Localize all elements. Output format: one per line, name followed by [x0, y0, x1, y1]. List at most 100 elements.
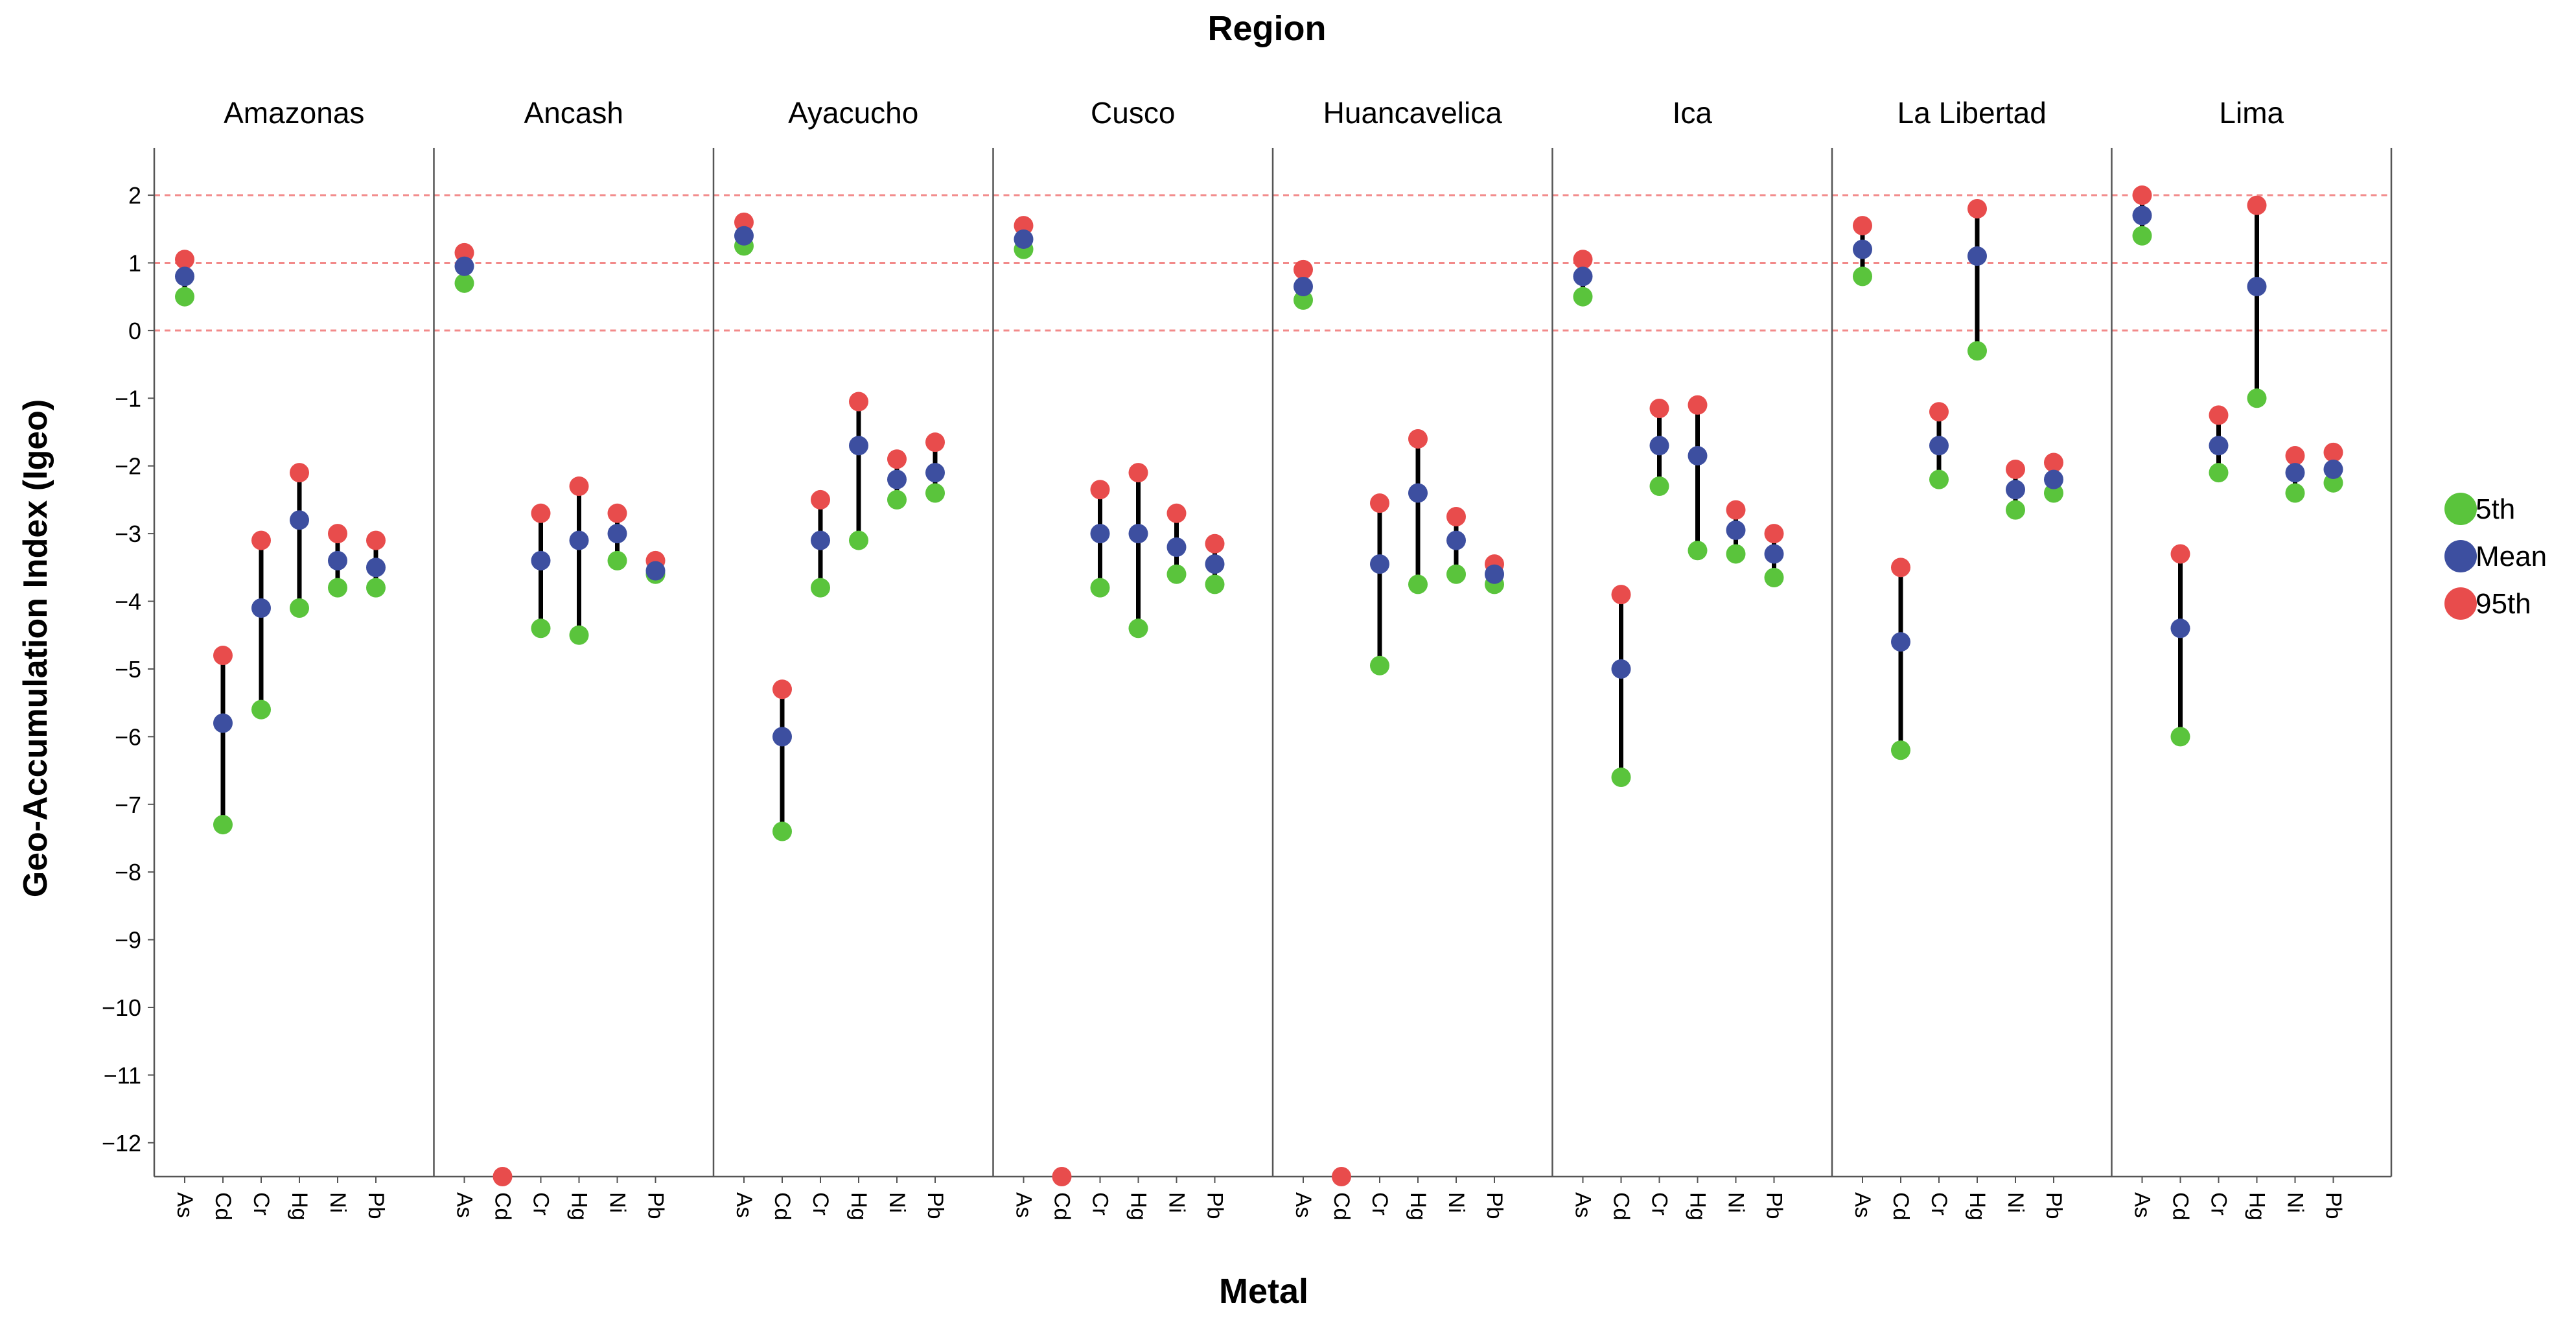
x-tick-label: Hg [1126, 1192, 1151, 1220]
x-tick-label: Pb [1762, 1192, 1787, 1219]
point-5th [772, 821, 792, 841]
point-mean [2132, 206, 2152, 226]
legend-label: 95th [2476, 588, 2531, 620]
point-5th [213, 815, 233, 835]
x-tick-label: Ni [605, 1192, 630, 1213]
x-tick-label: Cd [2168, 1192, 2193, 1220]
x-tick-label: Pb [644, 1192, 668, 1219]
point-mean [811, 530, 830, 550]
panel-lima: Lima As Cd Cr Hg Ni Pb [2111, 96, 2393, 1220]
point-95th [1294, 259, 1313, 279]
y-tick-label: −11 [104, 1062, 141, 1088]
point-mean [213, 713, 233, 733]
y-tick-label: −10 [102, 994, 141, 1021]
point-mean [1853, 239, 1872, 259]
point-95th [493, 1167, 513, 1186]
point-5th [1891, 740, 1910, 760]
x-tick-label: Cr [1927, 1192, 1951, 1215]
point-mean [887, 469, 907, 489]
point-95th [531, 503, 551, 523]
point-95th [1929, 402, 1949, 422]
panel-title: Amazonas [224, 96, 364, 130]
point-5th [1205, 574, 1225, 594]
legend-marker-5th [2444, 493, 2477, 525]
point-95th [2247, 195, 2267, 215]
legend-label: Mean [2476, 541, 2547, 572]
x-tick-label: Pb [2041, 1192, 2066, 1219]
point-5th [2132, 226, 2152, 246]
y-axis: 2 1 0 −1 −2 −3 −4 −5 −6 −7 −8 −9 −10 −11 −12 [102, 182, 154, 1157]
x-tick-label: As [732, 1192, 756, 1218]
point-mean [1764, 544, 1784, 564]
point-95th [772, 679, 792, 699]
y-tick-label: 1 [128, 250, 141, 276]
x-tick-label: As [1571, 1192, 1595, 1218]
point-mean [1408, 483, 1428, 503]
point-mean [1205, 554, 1225, 574]
x-tick-label: Ni [885, 1192, 909, 1213]
panel-huancavelica: Huancavelica As Cd Cr Hg Ni Pb [1271, 96, 1553, 1220]
point-mean [1967, 246, 1987, 266]
point-mean [2170, 618, 2190, 639]
x-tick-label: Ni [325, 1192, 350, 1213]
point-95th [1967, 198, 1987, 218]
point-95th [1891, 558, 1910, 578]
point-95th [213, 646, 233, 666]
y-axis-title: Geo-Accumulation Index (Igeo) [17, 399, 54, 898]
panel-title: Ancash [524, 96, 623, 130]
panel-cusco: Cusco As Cd Cr Hg Ni Pb [992, 96, 1273, 1220]
point-95th [811, 489, 830, 510]
point-95th [328, 524, 347, 544]
x-tick-label: Cr [1367, 1192, 1392, 1215]
x-tick-label: Cd [1050, 1192, 1074, 1220]
x-tick-label: Pb [923, 1192, 947, 1219]
point-95th [2209, 405, 2229, 425]
point-mean [531, 550, 551, 570]
x-tick-label: Hg [567, 1192, 592, 1220]
point-mean [1485, 564, 1504, 584]
chart-title: Region [1208, 9, 1327, 48]
x-tick-label: Hg [287, 1192, 312, 1220]
x-tick-label: Pb [1203, 1192, 1227, 1219]
point-mean [925, 463, 945, 483]
point-95th [607, 503, 627, 523]
point-5th [1573, 287, 1593, 307]
panel-amazonas: Amazonas As Cd Cr Hg Ni Pb [153, 96, 434, 1220]
panel-ica: Ica As Cd Cr Hg Ni Pb [1551, 96, 1832, 1220]
panel-ancash: Ancash As Cd Cr Hg Ni Pb [433, 96, 714, 1220]
y-tick-label: −8 [115, 859, 141, 886]
point-5th [1611, 767, 1631, 787]
point-5th [1929, 469, 1949, 489]
point-5th [2285, 483, 2305, 503]
x-tick-label: Cr [808, 1192, 833, 1215]
point-5th [1649, 476, 1669, 497]
point-95th [734, 212, 754, 232]
point-mean [1611, 659, 1631, 679]
point-95th [1090, 480, 1110, 500]
x-tick-label: Cr [1088, 1192, 1113, 1215]
x-axis-title: Metal [1219, 1272, 1308, 1311]
point-mean [1688, 446, 1708, 466]
point-mean [1891, 632, 1910, 652]
x-tick-label: Cd [1329, 1192, 1354, 1220]
x-tick-label: Pb [364, 1192, 388, 1219]
point-95th [366, 530, 386, 550]
point-95th [1128, 463, 1148, 483]
legend-marker-mean [2444, 540, 2477, 572]
point-5th [1408, 574, 1428, 594]
y-tick-label: −5 [115, 656, 141, 683]
y-tick-label: 0 [128, 318, 141, 344]
x-tick-label: Ni [2003, 1192, 2028, 1213]
point-mean [1166, 537, 1187, 558]
x-tick-label: Hg [1406, 1192, 1430, 1220]
point-95th [251, 530, 271, 550]
point-mean [454, 256, 474, 276]
x-tick-label: Cd [491, 1192, 515, 1220]
point-5th [2247, 388, 2267, 408]
y-tick-label: −4 [115, 589, 141, 615]
legend: 5th Mean 95th [2444, 493, 2547, 620]
x-tick-label: Cd [1609, 1192, 1634, 1220]
point-95th [2285, 446, 2305, 466]
